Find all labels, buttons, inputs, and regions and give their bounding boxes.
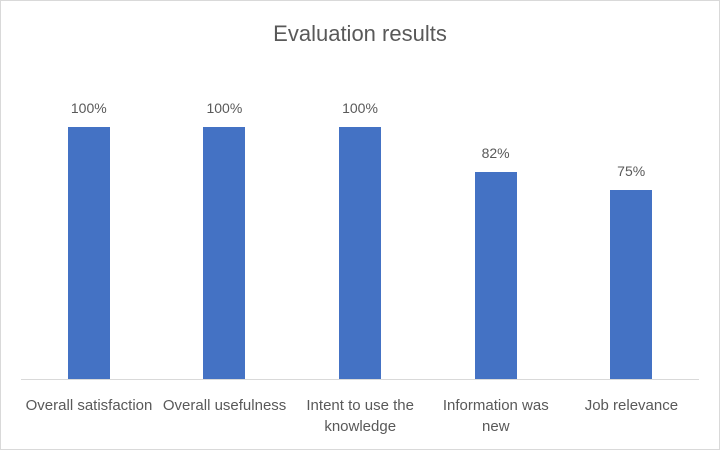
x-tick-label: Information was new [442, 397, 549, 435]
data-label: 100% [206, 100, 243, 116]
x-tick-label: Overall usefulness [162, 397, 287, 414]
bar [474, 172, 517, 379]
data-label: 75% [617, 163, 646, 179]
data-label: 100% [70, 100, 107, 116]
x-tick-label: Intent to use the knowledge [306, 397, 414, 435]
bar [67, 127, 110, 379]
bar [203, 127, 246, 379]
x-tick-label: Overall satisfaction [25, 397, 153, 414]
chart-title: Evaluation results [273, 21, 447, 46]
bar [339, 127, 381, 379]
data-label: 82% [481, 145, 510, 162]
x-tick-label: Job relevance [584, 397, 679, 414]
data-label: 100% [342, 100, 378, 116]
bar [610, 190, 653, 379]
baseline [21, 379, 699, 380]
